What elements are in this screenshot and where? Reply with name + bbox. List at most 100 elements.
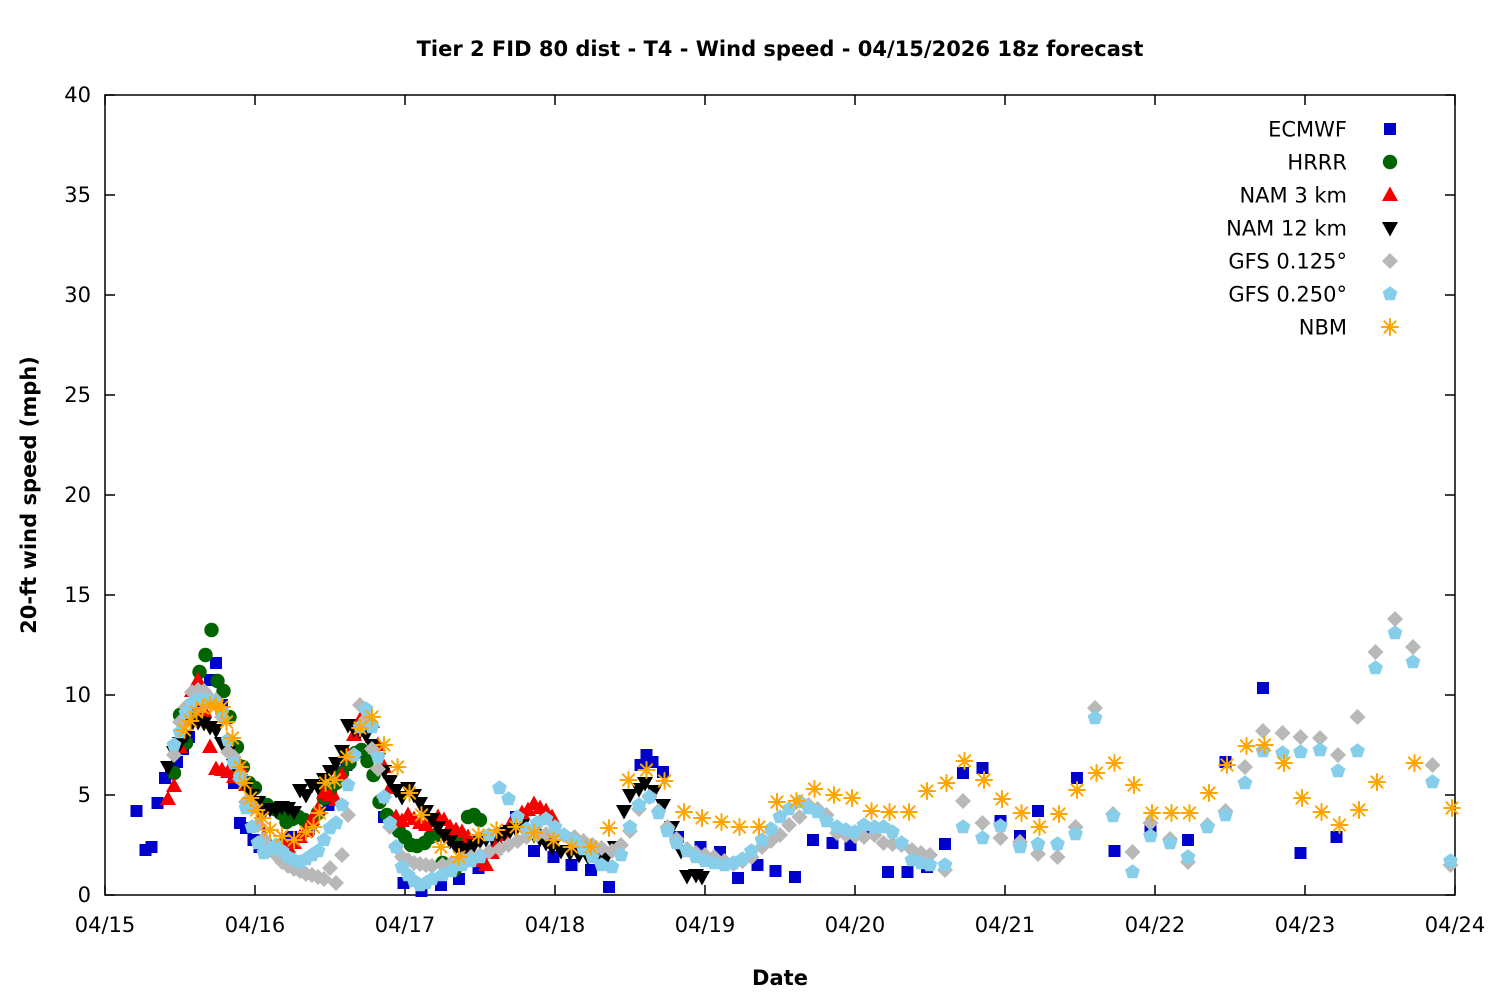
marker-pentagon	[1050, 836, 1065, 851]
marker-diamond	[334, 847, 350, 863]
marker-pentagon	[358, 701, 374, 716]
marker-diamond	[1087, 700, 1103, 716]
marker-pentagon	[631, 797, 647, 812]
marker-asterisk	[263, 823, 277, 837]
marker-asterisk	[452, 850, 466, 864]
marker-square	[565, 859, 578, 871]
marker-asterisk	[920, 784, 934, 798]
legend-marker-circle	[1382, 154, 1398, 170]
marker-asterisk	[243, 791, 258, 805]
legend-label: NAM 12 km	[1226, 217, 1347, 241]
marker-square	[603, 881, 615, 893]
y-tick-label: 25	[64, 383, 91, 407]
x-tick-label: 04/18	[525, 913, 586, 937]
marker-square	[151, 797, 164, 809]
marker-triangle-down	[310, 781, 326, 796]
marker-pentagon	[937, 857, 953, 872]
marker-pentagon	[604, 859, 620, 874]
marker-pentagon	[547, 819, 563, 834]
marker-diamond	[1292, 729, 1309, 745]
marker-pentagon	[993, 818, 1008, 833]
marker-asterisk	[1014, 806, 1029, 820]
marker-diamond	[1237, 759, 1253, 775]
marker-square	[528, 845, 540, 857]
marker-asterisk	[714, 815, 729, 829]
marker-asterisk	[845, 791, 859, 805]
marker-square	[939, 838, 951, 850]
marker-triangle-down	[430, 821, 446, 836]
marker-asterisk	[183, 714, 198, 728]
x-axis-label: Date	[752, 966, 808, 990]
marker-square	[957, 767, 969, 779]
marker-circle	[204, 622, 219, 638]
marker-diamond	[974, 815, 991, 831]
marker-square	[807, 834, 819, 846]
marker-asterisk	[275, 829, 289, 843]
marker-pentagon	[166, 737, 182, 752]
marker-circle	[472, 812, 488, 828]
marker-asterisk	[1445, 801, 1459, 815]
marker-pentagon	[370, 749, 386, 764]
marker-square	[1108, 845, 1121, 857]
marker-pentagon	[763, 821, 779, 836]
marker-triangle-down	[394, 791, 410, 806]
legend-item-hrrr: HRRR	[1287, 151, 1398, 175]
marker-square	[657, 766, 669, 778]
marker-pentagon	[316, 832, 332, 847]
marker-pentagon	[364, 719, 380, 734]
marker-asterisk	[249, 803, 264, 817]
marker-triangle-up	[160, 790, 176, 805]
marker-triangle-down	[637, 777, 653, 792]
legend-marker-asterisk	[1383, 320, 1397, 334]
marker-asterisk	[995, 792, 1009, 806]
x-tick-label: 04/22	[1125, 913, 1186, 937]
marker-pentagon	[1143, 828, 1158, 843]
marker-pentagon	[244, 819, 260, 834]
marker-asterisk	[1314, 805, 1329, 819]
marker-diamond	[1312, 730, 1328, 746]
marker-pentagon	[1125, 864, 1140, 879]
marker-triangle-down	[382, 775, 398, 790]
marker-asterisk	[1220, 758, 1234, 772]
marker-asterisk	[1202, 786, 1216, 800]
marker-asterisk	[882, 805, 897, 819]
marker-diamond	[1387, 611, 1403, 627]
x-tick-label: 04/17	[375, 913, 436, 937]
legend-label: HRRR	[1287, 151, 1347, 175]
x-tick-label: 04/15	[75, 913, 136, 937]
marker-pentagon	[1012, 839, 1028, 854]
marker-square	[1257, 682, 1269, 694]
marker-triangle-down	[160, 761, 176, 776]
marker-asterisk	[564, 840, 579, 854]
marker-asterisk	[1127, 778, 1141, 792]
marker-diamond	[322, 860, 338, 876]
marker-square	[435, 879, 447, 891]
marker-asterisk	[414, 808, 429, 822]
marker-square	[732, 872, 744, 884]
marker-diamond	[424, 858, 440, 874]
marker-circle	[360, 753, 375, 769]
marker-square	[882, 866, 894, 878]
marker-asterisk	[233, 760, 247, 774]
marker-asterisk	[339, 750, 354, 764]
marker-pentagon	[706, 855, 722, 870]
marker-asterisk	[1239, 739, 1254, 753]
marker-square	[130, 805, 143, 817]
marker-square	[769, 865, 782, 877]
marker-diamond	[1424, 757, 1441, 773]
marker-diamond	[1124, 844, 1141, 860]
legend-label: GFS 0.250°	[1228, 283, 1347, 307]
marker-pentagon	[1200, 819, 1215, 834]
marker-square	[1182, 834, 1194, 846]
marker-pentagon	[1105, 808, 1121, 823]
marker-pentagon	[1425, 774, 1440, 789]
legend-item-gfs-0-125-: GFS 0.125°	[1228, 250, 1398, 274]
marker-asterisk	[365, 710, 379, 724]
marker-pentagon	[1237, 775, 1253, 790]
marker-pentagon	[1162, 835, 1178, 850]
marker-asterisk	[639, 763, 654, 777]
marker-pentagon	[388, 839, 404, 854]
marker-pentagon	[1368, 660, 1383, 675]
marker-diamond	[613, 837, 629, 853]
